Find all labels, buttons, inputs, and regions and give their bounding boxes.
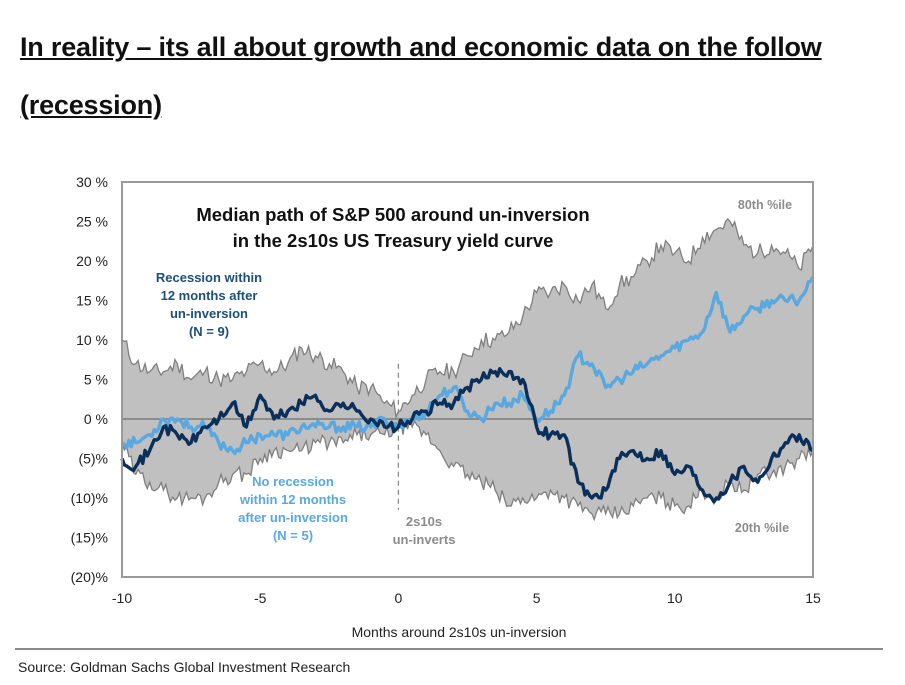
no-recession-line	[120, 276, 815, 456]
y-tick-label: 15 %	[76, 293, 108, 309]
event-label-line1: 2s10s	[406, 514, 442, 529]
slide-title: In reality – its all about growth and ec…	[20, 32, 822, 120]
y-tick-label: 30 %	[76, 174, 108, 190]
no-recession-label-line: No recession	[252, 474, 334, 489]
no-recession-label-line: (N = 5)	[273, 528, 313, 543]
recession-label: Recession within 12 months after un-inve…	[156, 270, 262, 339]
event-label-line2: un-inverts	[393, 532, 456, 547]
y-tick-label: (5)%	[78, 451, 108, 467]
x-tick-label: -5	[254, 590, 267, 606]
recession-label-line: 12 months after	[161, 288, 258, 303]
x-tick-label: 5	[533, 590, 541, 606]
y-tick-label: (10)%	[71, 490, 108, 506]
recession-line	[120, 367, 814, 504]
series-lines	[120, 276, 815, 510]
source-note: Source: Goldman Sachs Global Investment …	[18, 659, 351, 675]
y-tick-label: 10 %	[76, 332, 108, 348]
band-upper-line	[121, 217, 814, 420]
plot-frame	[121, 181, 814, 578]
x-tick-label: 10	[667, 590, 683, 606]
x-tick-label: -10	[112, 590, 132, 606]
x-tick-label: 15	[805, 590, 821, 606]
no-recession-label: No recession within 12 months after un-i…	[238, 474, 348, 543]
no-recession-label-line: after un-inversion	[238, 510, 348, 525]
recession-label-line: un-inversion	[170, 306, 248, 321]
y-tick-label: (15)%	[71, 530, 108, 546]
y-tick-label: (20)%	[71, 569, 108, 585]
y-tick-label: 5 %	[84, 372, 108, 388]
x-axis: -10 -5 0 5 10 15	[112, 590, 821, 606]
band-area	[122, 218, 813, 520]
no-recession-label-line: within 12 months	[239, 492, 346, 507]
x-tick-label: 0	[395, 590, 403, 606]
x-axis-label: Months around 2s10s un-inversion	[352, 624, 567, 640]
chart-title-line1: Median path of S&P 500 around un-inversi…	[196, 204, 589, 225]
percentile-band	[121, 217, 814, 522]
y-axis: 30 % 25 % 20 % 15 % 10 % 5 % 0 % (5)% (10)% (15)%…	[71, 174, 108, 585]
band-lower-line	[121, 417, 814, 522]
recession-label-line: Recession within	[156, 270, 262, 285]
y-tick-label: 20 %	[76, 253, 108, 269]
y-tick-label: 25 %	[76, 214, 108, 230]
event-label: 2s10s un-inverts	[393, 514, 456, 547]
chart-title-line2: in the 2s10s US Treasury yield curve	[233, 230, 554, 251]
band-top-label: 80th %ile	[738, 198, 792, 212]
recession-label-line: (N = 9)	[189, 324, 229, 339]
y-tick-label: 0 %	[84, 411, 108, 427]
band-bottom-label: 20th %ile	[735, 521, 789, 535]
source-divider	[15, 648, 883, 650]
